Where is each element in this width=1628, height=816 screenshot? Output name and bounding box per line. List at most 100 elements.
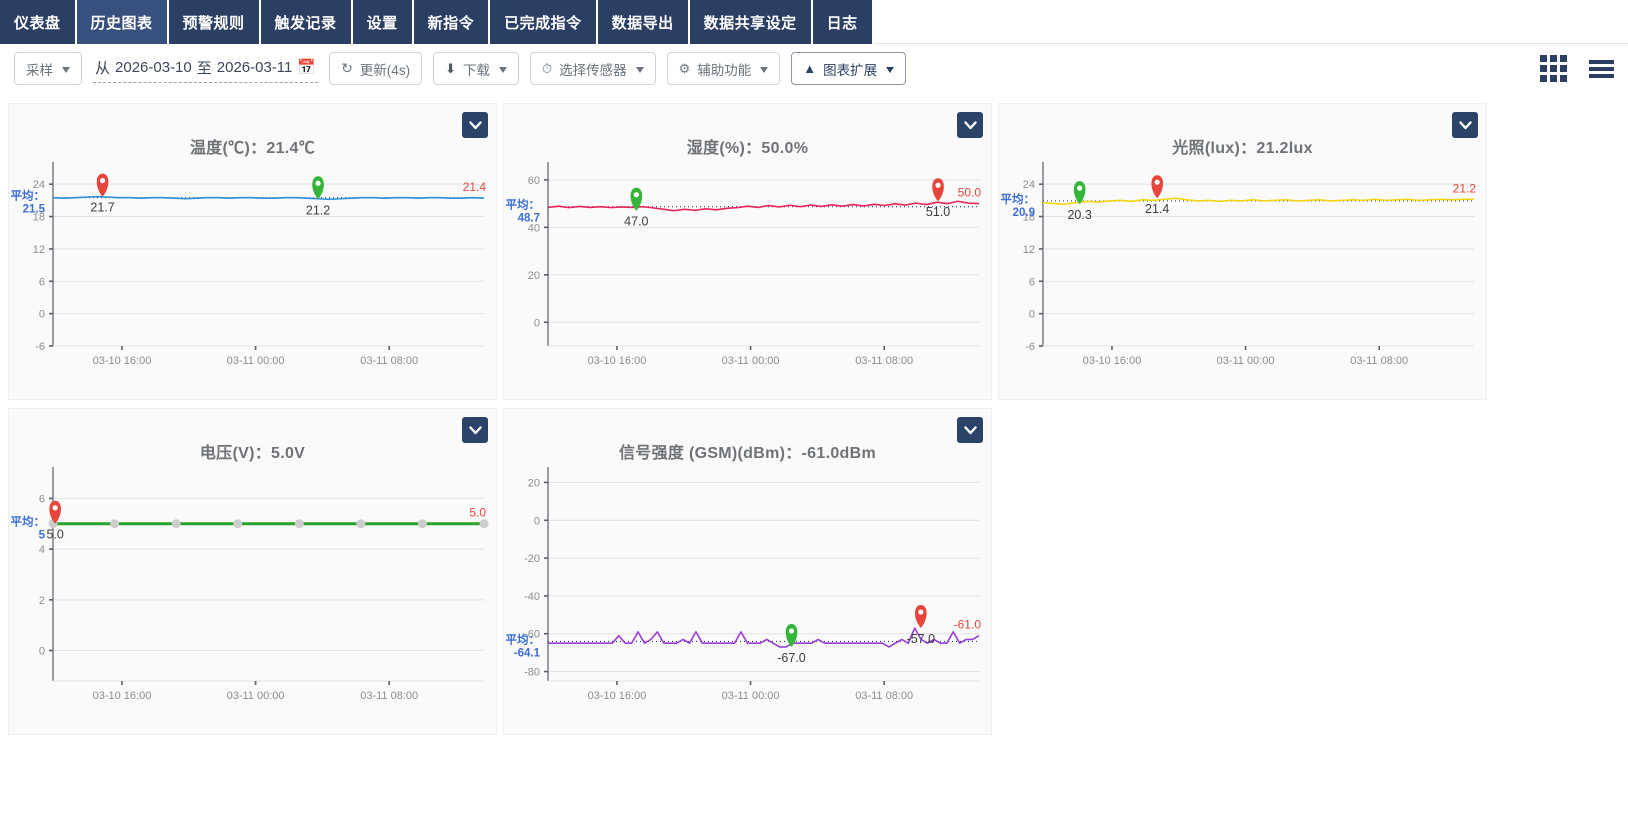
sampling-label: 采样: [26, 62, 53, 78]
chart-card-temperature: 温度(℃)：21.4℃ 24 18 12 6 0 -6 03-10 16:00 03-11 0…: [8, 103, 497, 400]
list-view-icon[interactable]: [1589, 59, 1614, 78]
chart-collapse-toggle[interactable]: [462, 417, 488, 443]
svg-text:60: 60: [528, 175, 540, 187]
svg-text:21.4: 21.4: [463, 180, 487, 194]
svg-text:18: 18: [33, 212, 45, 224]
chart-title: 光照(lux)：21.2lux: [1172, 140, 1313, 157]
chart-title: 温度(℃)：21.4℃: [189, 140, 316, 157]
tab-bar-filler: [873, 0, 1628, 44]
svg-text:-6: -6: [1025, 341, 1035, 353]
chart-expand-label: 图表扩展: [823, 62, 878, 78]
chevron-down-icon: [760, 66, 769, 73]
svg-text:03-11 08:00: 03-11 08:00: [855, 355, 913, 367]
svg-text:40: 40: [528, 222, 540, 234]
svg-text:-60: -60: [524, 629, 540, 641]
svg-text:平均：: 平均：: [1001, 192, 1036, 206]
main-tab-bar: 仪表盘 历史图表 预警规则 触发记录 设置 新指令 已完成指令 数据导出 数据共…: [0, 0, 1628, 44]
svg-text:03-11 00:00: 03-11 00:00: [227, 690, 285, 702]
sampling-dropdown[interactable]: 采样: [14, 52, 82, 85]
tab-dashboard[interactable]: 仪表盘: [0, 0, 77, 44]
refresh-icon: ↻: [341, 60, 353, 76]
select-sensor-label: 选择传感器: [559, 62, 627, 78]
tab-settings[interactable]: 设置: [352, 0, 414, 44]
tab-logs[interactable]: 日志: [812, 0, 874, 44]
refresh-button[interactable]: ↻ 更新(4s): [329, 52, 423, 85]
tab-alert-rules[interactable]: 预警规则: [168, 0, 261, 44]
svg-text:-6: -6: [35, 341, 45, 353]
svg-text:21.2: 21.2: [1453, 181, 1477, 195]
chart-toolbar: 采样 从 2026-03-10 至 2026-03-11 📅 ↻ 更新(4s) …: [0, 44, 1628, 93]
chart-plot-area: 60 40 20 0 03-10 16:00 03-11 00:00 03-11 08:00…: [504, 158, 991, 386]
download-button[interactable]: ⬇ 下载: [433, 52, 519, 85]
chart-collapse-toggle[interactable]: [462, 112, 488, 138]
svg-text:03-11 00:00: 03-11 00:00: [1217, 355, 1275, 367]
svg-text:0: 0: [39, 646, 45, 658]
chevron-down-icon: [886, 66, 895, 73]
view-mode-controls: [1540, 44, 1614, 93]
svg-text:5: 5: [39, 530, 46, 542]
svg-text:0: 0: [1029, 309, 1035, 321]
tab-data-export[interactable]: 数据导出: [597, 0, 690, 44]
svg-text:47.0: 47.0: [624, 215, 648, 229]
svg-text:21.4: 21.4: [1145, 202, 1169, 216]
tab-data-sharing-settings[interactable]: 数据共享设定: [689, 0, 813, 44]
gear-icon: ⚙: [678, 60, 691, 76]
svg-text:平均：: 平均：: [506, 198, 541, 212]
svg-text:20.3: 20.3: [1067, 208, 1091, 222]
tab-new-command[interactable]: 新指令: [413, 0, 491, 44]
svg-text:24: 24: [33, 179, 45, 191]
svg-text:6: 6: [39, 493, 45, 505]
date-range-picker[interactable]: 从 2026-03-10 至 2026-03-11 📅: [93, 54, 319, 83]
svg-text:-40: -40: [524, 591, 540, 603]
svg-text:0: 0: [534, 515, 540, 527]
svg-text:20.9: 20.9: [1013, 207, 1035, 219]
tab-completed-commands[interactable]: 已完成指令: [490, 0, 598, 44]
svg-text:03-10 16:00: 03-10 16:00: [588, 690, 647, 702]
chevron-down-icon: [62, 66, 70, 73]
chart-collapse-toggle[interactable]: [957, 417, 983, 443]
gauge-icon: ⏱: [541, 60, 553, 76]
download-label: 下载: [462, 62, 490, 78]
svg-text:5.0: 5.0: [46, 528, 63, 542]
svg-text:03-11 08:00: 03-11 08:00: [360, 690, 418, 702]
date-from-value: 2026-03-10: [115, 59, 192, 76]
svg-text:21.2: 21.2: [306, 203, 330, 217]
svg-text:0: 0: [39, 309, 45, 321]
svg-text:03-11 00:00: 03-11 00:00: [227, 355, 285, 367]
svg-text:03-11 08:00: 03-11 08:00: [1350, 355, 1408, 367]
svg-text:12: 12: [33, 244, 45, 256]
date-prefix-label: 从: [95, 60, 111, 77]
chart-plot-area: 6 4 2 0 03-10 16:00 03-11 00:00 03-11 08:00 5.0…: [9, 463, 496, 721]
chevron-down-icon: [635, 66, 644, 73]
svg-text:0: 0: [534, 317, 540, 329]
chart-title: 湿度(%)：50.0%: [686, 140, 809, 157]
svg-text:03-10 16:00: 03-10 16:00: [93, 690, 152, 702]
chart-plot-area: 24 18 12 6 0 -6 03-10 16:00 03-11 00:00 03-11 08…: [9, 158, 496, 386]
tab-trigger-records[interactable]: 触发记录: [260, 0, 353, 44]
chart-title: 信号强度 (GSM)(dBm)：-61.0dBm: [619, 445, 876, 462]
svg-text:03-10 16:00: 03-10 16:00: [588, 355, 647, 367]
grid-view-icon[interactable]: [1540, 55, 1567, 82]
chart-collapse-toggle[interactable]: [1452, 112, 1478, 138]
chart-card-light: 光照(lux)：21.2lux 24 18 12 6 0 -6 03-10 16:00 03-…: [998, 103, 1487, 400]
svg-text:4: 4: [39, 544, 45, 556]
svg-text:-20: -20: [524, 553, 540, 565]
date-mid-label: 至: [196, 60, 212, 77]
chart-collapse-toggle[interactable]: [957, 112, 983, 138]
svg-text:平均：: 平均：: [11, 189, 46, 203]
chart-card-gsm: 信号强度 (GSM)(dBm)：-61.0dBm 20 0 -20 -40 -60 -80…: [503, 408, 992, 735]
tab-history-chart[interactable]: 历史图表: [76, 0, 169, 44]
svg-text:03-11 00:00: 03-11 00:00: [722, 355, 780, 367]
svg-text:-57.0: -57.0: [907, 632, 936, 646]
chart-expand-button[interactable]: ▲ 图表扩展: [791, 52, 907, 85]
aux-function-button[interactable]: ⚙ 辅助功能: [666, 52, 781, 85]
svg-text:24: 24: [1023, 179, 1035, 191]
chart-card-humidity: 湿度(%)：50.0% 60 40 20 0 03-10 16:00 03-11 00:0…: [503, 103, 992, 400]
download-icon: ⬇: [445, 60, 456, 76]
svg-text:12: 12: [1023, 244, 1035, 256]
chart-plot-area: 20 0 -20 -40 -60 -80 03-10 16:00 03-11 00:00 03-…: [504, 463, 991, 721]
select-sensor-button[interactable]: ⏱ 选择传感器: [529, 52, 656, 85]
svg-text:5.0: 5.0: [469, 506, 486, 520]
chart-icon: ▲: [803, 61, 817, 76]
svg-text:03-11 08:00: 03-11 08:00: [855, 690, 913, 702]
